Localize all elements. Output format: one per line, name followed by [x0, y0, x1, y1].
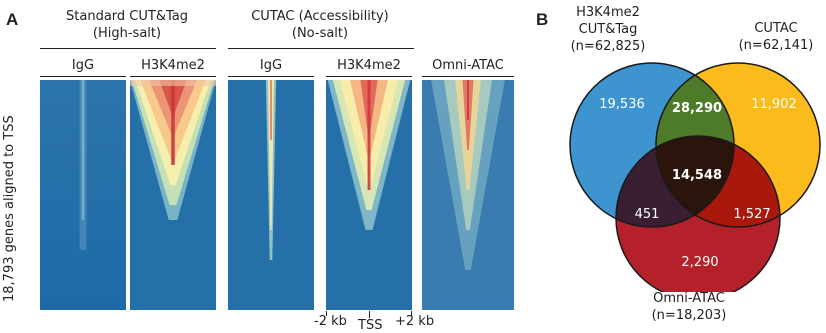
- panel-a-letter: A: [6, 10, 19, 29]
- tick-mark-center: [369, 311, 370, 318]
- column-label-h3k4me2-cutac: H3K4me2: [337, 58, 401, 73]
- column-label-igg-cutac: IgG: [259, 58, 283, 73]
- group-title-line1: Standard CUT&Tag: [66, 9, 188, 24]
- outline-cutac: [655, 62, 821, 228]
- column-label-omni-atac: Omni-ATAC: [432, 58, 504, 73]
- set-label-line1: H3K4me2: [576, 5, 640, 20]
- panel-b-letter: B: [536, 10, 549, 29]
- set-label-line2: (n=62,141): [738, 38, 814, 53]
- region-cutac-only: 11,902: [751, 97, 797, 112]
- heatmap-h3k4me2-standard: [130, 80, 216, 310]
- tick-mark-left: [326, 311, 327, 316]
- region-h3k4me2-omni: 451: [635, 207, 660, 222]
- heatmap-h3k4me2-cutac: [326, 80, 412, 310]
- set-label-line1: CUTAC: [754, 21, 798, 36]
- group-title-cutac: CUTAC (Accessibility) (No-salt): [228, 8, 412, 42]
- column-label-h3k4me2-standard: H3K4me2: [141, 58, 205, 73]
- tick-mark-right: [411, 311, 412, 316]
- group-rule-cutac: [228, 48, 414, 49]
- outline-omni-atac: [615, 135, 781, 292]
- set-label-h3k4me2: H3K4me2 CUT&Tag (n=62,825): [560, 4, 656, 55]
- y-axis-label: 18,793 genes aligned to TSS: [2, 115, 17, 302]
- group-title-line2: (No-salt): [291, 26, 349, 41]
- region-all-three: 14,548: [672, 168, 722, 183]
- group-title-standard-cuttag: Standard CUT&Tag (High-salt): [40, 8, 214, 42]
- group-title-line2: (High-salt): [92, 26, 162, 41]
- x-tick-right: +2 kb: [395, 314, 435, 329]
- set-label-line2: (n=18,203): [651, 308, 727, 323]
- column-rule-4: [326, 76, 412, 77]
- column-rule-1: [40, 76, 126, 77]
- set-label-line2: CUT&Tag: [578, 22, 638, 37]
- venn-diagram: 19,536 11,902 28,290 14,548 451 1,527 2,…: [569, 62, 821, 292]
- x-tick-left: -2 kb: [314, 314, 347, 329]
- region-h3k4me2-cutac: 28,290: [672, 101, 722, 116]
- column-rule-2: [130, 76, 216, 77]
- region-omni-only: 2,290: [681, 255, 718, 270]
- x-tick-center: TSS: [358, 318, 383, 333]
- heatmap-igg-standard: [40, 80, 126, 310]
- region-cutac-omni: 1,527: [733, 207, 770, 222]
- heatmap-igg-cutac: [228, 80, 314, 310]
- column-rule-5: [422, 76, 514, 77]
- group-title-line1: CUTAC (Accessibility): [251, 9, 389, 24]
- region-h3k4me2-only: 19,536: [599, 97, 645, 112]
- heatmap-omni-atac: [422, 80, 514, 310]
- group-rule-standard: [40, 48, 216, 49]
- set-label-line1: Omni-ATAC: [653, 291, 725, 306]
- set-label-omni-atac: Omni-ATAC (n=18,203): [634, 290, 744, 324]
- set-label-cutac: CUTAC (n=62,141): [728, 20, 824, 54]
- column-rule-3: [228, 76, 314, 77]
- column-label-igg-standard: IgG: [71, 58, 95, 73]
- set-label-line3: (n=62,825): [570, 39, 646, 54]
